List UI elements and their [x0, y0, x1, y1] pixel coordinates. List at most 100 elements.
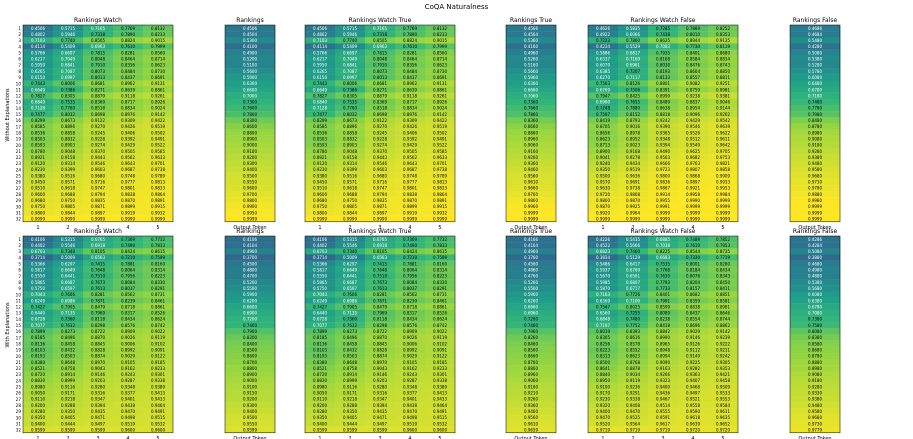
cell-value-label: 0.8830	[313, 378, 327, 383]
heatmap-cell	[23, 340, 54, 347]
heatmap-cell	[365, 236, 396, 243]
heatmap-cell	[425, 178, 456, 186]
cell-value-label: 0.5550	[313, 274, 327, 279]
cell-value-label: 0.4284	[808, 243, 822, 248]
heatmap-cell	[618, 414, 649, 421]
cell-value-label: 0.9320	[596, 403, 610, 408]
cell-value-label: 0.7340	[61, 249, 75, 254]
cell-value-label: 0.6300	[243, 81, 257, 86]
cell-value-label: 0.9880	[808, 192, 822, 197]
heatmap-cell	[23, 402, 54, 409]
heatmap-cell	[395, 178, 426, 186]
heatmap-cell	[648, 86, 679, 93]
cell-value-label: 0.7330	[686, 255, 700, 260]
heatmap-cell	[678, 352, 709, 360]
heatmap-cell	[648, 184, 679, 192]
heatmap-cell	[113, 328, 144, 335]
heatmap-cell	[588, 37, 619, 44]
cell-value-label: 0.9348	[403, 384, 417, 389]
y-tick-label: 1	[18, 26, 21, 31]
cell-value-label: 0.9050	[31, 391, 45, 396]
x-tick-label: 1	[318, 436, 321, 439]
heatmap-cell	[678, 86, 709, 93]
heatmap-cell	[425, 420, 456, 427]
cell-value-label: 0.5750	[313, 286, 327, 291]
heatmap-cell	[143, 285, 174, 292]
cell-value-label: 0.7880	[626, 106, 640, 111]
cell-value-label: 0.7630	[656, 274, 670, 279]
cell-value-label: 0.8419	[596, 118, 610, 123]
x-tick-label: 1	[36, 436, 39, 439]
heatmap-cell	[305, 203, 336, 210]
heatmap-cell	[588, 279, 619, 286]
cell-value-label: 0.9080	[808, 372, 822, 377]
cell-value-label: 0.5409	[343, 44, 357, 49]
cell-value-label: 0.7255	[626, 311, 640, 316]
cell-value-label: 0.8742	[151, 323, 165, 328]
heatmap-cell	[83, 74, 114, 81]
cell-value-label: 0.9515	[433, 415, 447, 420]
heatmap-cell	[425, 408, 456, 415]
cell-value-label: 0.9347	[373, 397, 387, 402]
heatmap-cell	[708, 209, 739, 216]
cell-value-label: 0.8479	[373, 304, 387, 309]
heatmap-cell	[143, 25, 174, 32]
cell-value-label: 0.9871	[373, 204, 387, 209]
heatmap-cell	[335, 420, 366, 427]
heatmap-cell	[83, 135, 114, 143]
heatmap-cell	[23, 111, 54, 118]
cell-value-label: 0.8981	[716, 304, 730, 309]
heatmap-cell	[53, 104, 84, 112]
cell-value-label: 0.9618	[61, 186, 75, 191]
heatmap-cell	[225, 266, 276, 274]
heatmap-cell	[53, 236, 84, 243]
heatmap-cell	[305, 129, 336, 136]
cell-value-label: 0.8980	[808, 366, 822, 371]
cell-value-label: 0.5280	[808, 63, 822, 68]
heatmap-cell	[113, 209, 144, 216]
cell-value-label: 0.9643	[403, 161, 417, 166]
heatmap-cell	[618, 315, 649, 323]
cell-value-label: 0.9131	[433, 81, 447, 86]
cell-value-label: 0.8562	[121, 292, 135, 297]
heatmap-cell	[425, 359, 456, 366]
heatmap-cell	[23, 414, 54, 421]
heatmap-cell	[365, 272, 396, 280]
heatmap-cell	[648, 154, 679, 161]
heatmap-cell	[83, 309, 114, 317]
heatmap-cell	[143, 49, 174, 56]
cell-value-label: 0.9350	[596, 167, 610, 172]
cell-value-label: 0.9048	[61, 149, 75, 154]
cell-value-label: 0.8832	[343, 136, 357, 141]
heatmap-cell	[83, 43, 114, 50]
cell-value-label: 0.9899	[121, 204, 135, 209]
cell-value-label: 0.9000	[243, 143, 257, 148]
heatmap-cell	[395, 248, 426, 255]
cell-value-label: 0.7597	[596, 112, 610, 117]
heatmap-cell	[225, 191, 276, 198]
heatmap-cell	[365, 389, 396, 397]
heatmap-cell	[506, 346, 557, 354]
cell-value-label: 0.8780	[31, 149, 45, 154]
cell-value-label: 0.8970	[373, 360, 387, 365]
heatmap-cell	[678, 37, 709, 44]
cell-value-label: 0.9738	[151, 167, 165, 172]
heatmap-cell	[790, 61, 841, 69]
cell-value-label: 0.7535	[343, 100, 357, 105]
heatmap-cell	[790, 215, 841, 222]
heatmap-cell	[506, 285, 557, 292]
cell-value-label: 0.7248	[596, 106, 610, 111]
heatmap-cell	[648, 260, 679, 267]
heatmap-cell	[83, 191, 114, 198]
cell-value-label: 0.8505	[91, 38, 105, 43]
cell-value-label: 0.6918	[373, 243, 387, 248]
heatmap-cell	[588, 395, 619, 403]
cell-value-label: 0.6649	[313, 87, 327, 92]
heatmap-cell	[143, 359, 174, 366]
heatmap-cell	[53, 129, 84, 136]
cell-value-label: 0.6080	[808, 292, 822, 297]
x-tick-label: 4	[126, 436, 129, 439]
heatmap-cell	[618, 340, 649, 347]
heatmap-cell	[53, 315, 84, 323]
